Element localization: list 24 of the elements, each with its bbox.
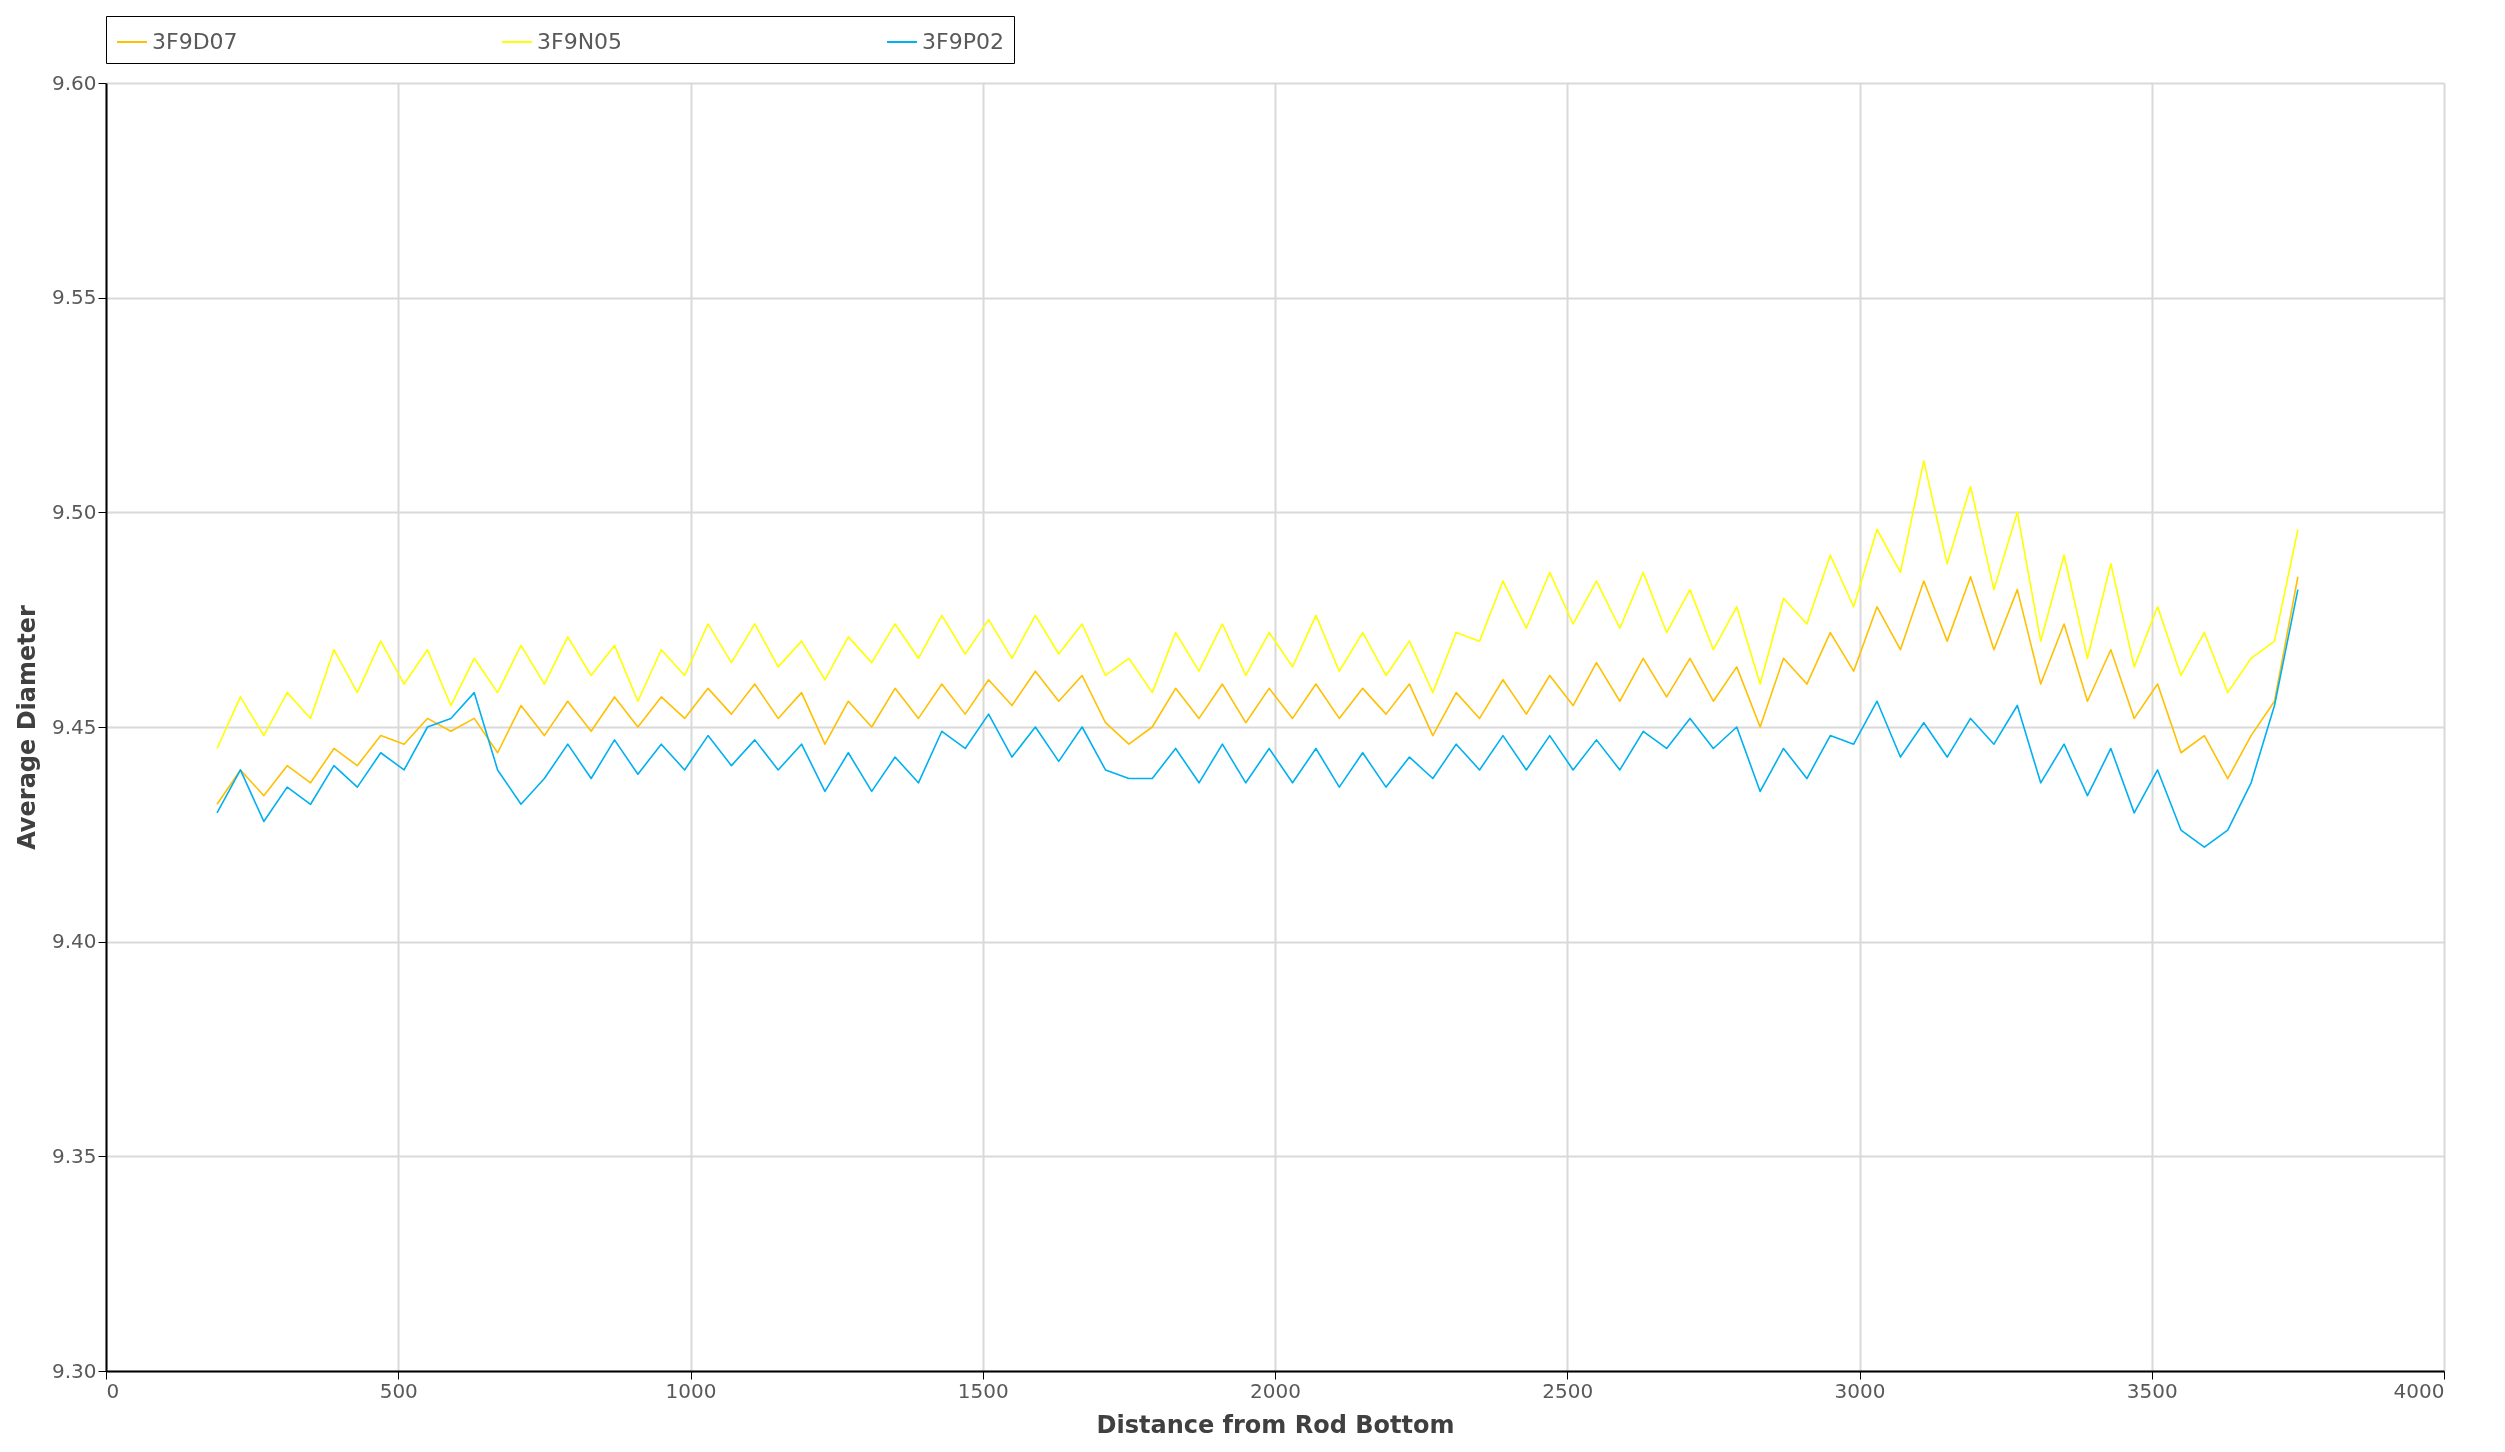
legend-label: 3F9P02: [922, 29, 1004, 54]
x-tick-label: 3500: [2126, 1378, 2178, 1403]
legend-label: 3F9D07: [152, 29, 238, 54]
y-tick-label: 9.45: [51, 714, 97, 739]
y-tick-label: 9.55: [51, 285, 97, 310]
x-tick-label: 500: [379, 1378, 418, 1403]
x-tick-label: 1000: [665, 1378, 717, 1403]
y-tick-label: 9.50: [51, 499, 97, 524]
x-axis-title: Distance from Rod Bottom: [1096, 1410, 1455, 1439]
x-tick-label: 1500: [957, 1378, 1009, 1403]
y-tick-label: 9.30: [51, 1358, 97, 1383]
line-series: [216, 588, 2299, 849]
legend-label: 3F9N05: [537, 29, 623, 54]
x-tick-label: 3000: [1834, 1378, 1886, 1403]
x-tick-label: 2000: [1250, 1378, 1301, 1403]
y-tick-label: 9.35: [51, 1143, 97, 1168]
x-tick-label: 0: [106, 1378, 120, 1403]
x-tick-label: 2500: [1542, 1378, 1594, 1403]
y-tick-label: 9.60: [51, 70, 97, 95]
y-tick-label: 9.40: [51, 929, 97, 954]
line-series: [216, 460, 2299, 750]
x-tick-label: 4000: [2393, 1378, 2445, 1403]
line-series: [216, 575, 2299, 806]
y-axis-title: Average Diameter: [12, 604, 41, 850]
